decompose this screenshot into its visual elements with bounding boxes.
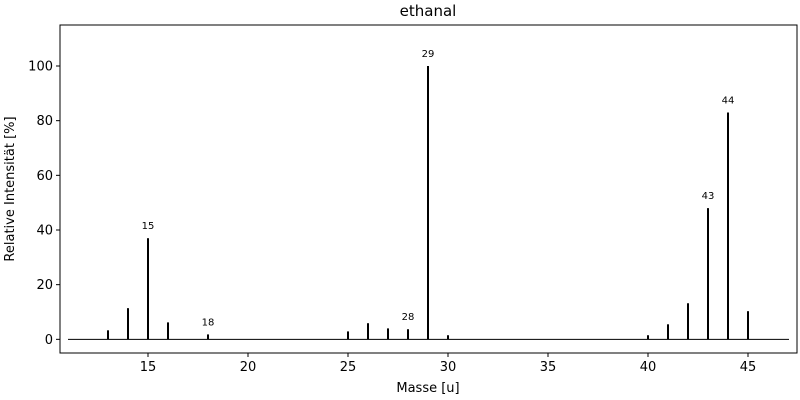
- x-tick-label: 45: [740, 360, 757, 375]
- plot-frame: [59, 24, 798, 354]
- y-tick-label: 40: [36, 224, 53, 239]
- peak-label: 15: [142, 221, 155, 232]
- y-tick-label: 0: [45, 333, 53, 348]
- y-tick-label: 80: [36, 114, 53, 129]
- y-tick-label: 60: [36, 169, 53, 184]
- x-tick-label: 30: [440, 360, 457, 375]
- y-axis-label: Relative Intensität [%]: [3, 116, 18, 261]
- y-tick-label: 20: [36, 278, 53, 293]
- x-tick-label: 20: [240, 360, 257, 375]
- peak-label: 28: [402, 312, 415, 323]
- peak-label: 43: [702, 191, 715, 202]
- y-tick-label: 100: [28, 60, 53, 75]
- x-tick-label: 15: [140, 360, 157, 375]
- peak-label: 18: [202, 317, 215, 328]
- x-tick-label: 35: [540, 360, 557, 375]
- peak-label: 29: [422, 49, 435, 60]
- chart-title: ethanal: [400, 2, 457, 20]
- x-tick-label: 25: [340, 360, 357, 375]
- peak-label: 44: [722, 95, 735, 106]
- x-axis-label: Masse [u]: [396, 381, 459, 396]
- x-tick-label: 40: [640, 360, 657, 375]
